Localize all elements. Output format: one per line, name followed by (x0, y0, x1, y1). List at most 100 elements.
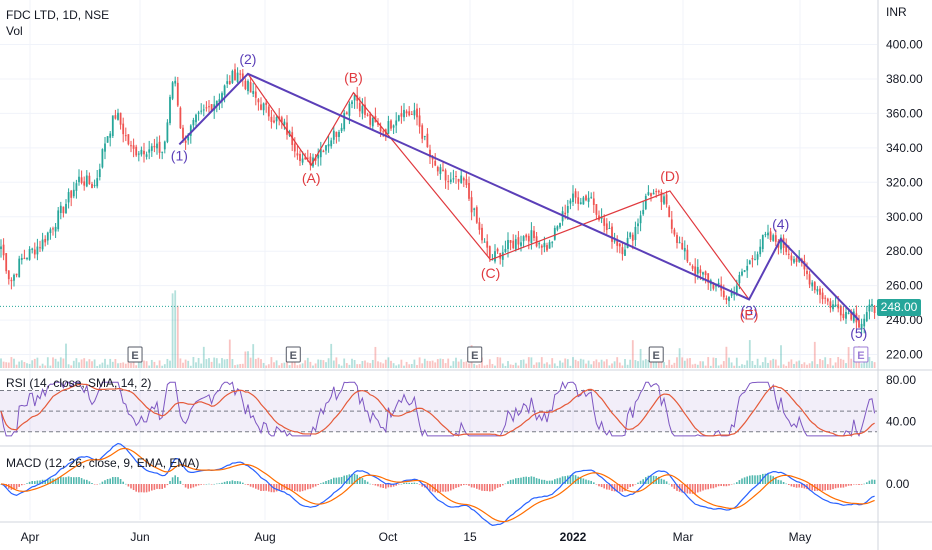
macd-histogram-bar (465, 484, 468, 485)
candle-body (228, 81, 231, 85)
candle-body (483, 241, 486, 243)
macd-histogram-bar (262, 484, 265, 491)
macd-histogram-bar (104, 480, 106, 484)
macd-histogram-bar (808, 484, 811, 491)
candle-body (75, 183, 78, 191)
candle-body (582, 197, 585, 205)
candle-body (236, 72, 239, 82)
candle-body (795, 258, 798, 263)
candle-body (559, 223, 561, 228)
candle-body (509, 240, 512, 243)
candle-body (556, 226, 559, 230)
volume-bar (592, 361, 595, 368)
volume-bar (158, 360, 161, 368)
candle-body (158, 141, 161, 153)
macd-histogram-bar (171, 477, 174, 484)
volume-bar (153, 361, 156, 368)
volume-bar (821, 360, 824, 368)
volume-bar (839, 358, 842, 368)
volume-bar (735, 357, 738, 368)
volume-bar (475, 365, 478, 368)
volume-bar (257, 357, 260, 368)
y-tick-label: 380.00 (886, 72, 923, 86)
volume-bar (785, 365, 788, 368)
candle-body (657, 190, 660, 193)
candle-body (31, 248, 34, 250)
macd-histogram-bar (413, 482, 416, 484)
volume-bar (816, 364, 819, 368)
volume-bar (33, 358, 36, 368)
volume-bars (0, 290, 876, 368)
macd-histogram-bar (281, 484, 283, 491)
volume-bar (72, 360, 75, 368)
macd-histogram-bar (429, 484, 431, 491)
macd-histogram-bar (112, 477, 114, 484)
macd-histogram-bar (795, 484, 798, 488)
candle-body (871, 304, 873, 307)
macd-histogram-bar (403, 482, 405, 484)
macd-histogram-bar (548, 480, 551, 484)
candle-body (345, 112, 348, 115)
macd-histogram-bar (117, 477, 119, 484)
volume-bar (145, 361, 148, 368)
volume-bar (767, 362, 769, 368)
volume-bar (501, 363, 504, 368)
volume-bar (413, 359, 416, 368)
volume-bar (616, 357, 619, 368)
candle-body (660, 191, 663, 203)
macd-histogram-bar (845, 484, 847, 487)
candle-body (2, 244, 5, 256)
macd-histogram-bar (650, 475, 652, 484)
currency-label: INR (886, 5, 907, 19)
candle-body (369, 113, 372, 125)
macd-histogram-bar (437, 484, 439, 493)
volume-bar (236, 364, 239, 368)
volume-bar (187, 360, 190, 368)
candle-body (821, 292, 824, 300)
candle-body (462, 178, 465, 181)
macd-histogram-bar (143, 484, 145, 493)
volume-bar (348, 364, 351, 368)
macd-histogram-bar (827, 484, 829, 490)
candle-body (756, 254, 759, 260)
macd-histogram-bar (710, 484, 712, 489)
volume-bar (127, 359, 130, 368)
macd-histogram-bar (697, 484, 699, 493)
candle-body (538, 243, 541, 245)
volume-bar (10, 357, 13, 368)
macd-histogram-bar (190, 484, 192, 489)
volume-bar (234, 365, 236, 368)
candle-body (533, 230, 535, 239)
candle-body (260, 104, 262, 110)
macd-histogram-bar (671, 484, 673, 487)
macd-histogram-bar (187, 484, 189, 489)
candle-body (639, 215, 642, 224)
macd-histogram-bar (301, 484, 304, 492)
volume-bar (88, 359, 91, 368)
symbol-title: FDC LTD, 1D, NSE (6, 8, 110, 22)
macd-histogram-bar (197, 484, 200, 486)
candle-body (590, 196, 593, 198)
volume-bar (444, 363, 447, 368)
y-tick-label: 320.00 (886, 175, 923, 189)
candle-body (343, 113, 346, 130)
macd-histogram-bar (335, 477, 338, 484)
y-tick-label: 360.00 (886, 106, 923, 120)
candle-body (548, 242, 551, 249)
volume-bar (579, 358, 582, 368)
macd-histogram-bar (585, 479, 587, 484)
volume-bar (585, 363, 587, 368)
volume-bar (299, 364, 301, 368)
x-tick-label: Jun (130, 530, 149, 544)
volume-bar (824, 357, 827, 368)
candle-body (860, 323, 863, 330)
macd-histogram-bar (247, 484, 249, 486)
macd-histogram-bar (626, 484, 629, 490)
candle-body (192, 119, 195, 126)
macd-histogram-bar (665, 481, 668, 484)
macd-histogram-bar (736, 482, 738, 484)
candle-body (868, 304, 871, 312)
candle-body (166, 122, 169, 142)
y-tick-label: 260.00 (886, 279, 923, 293)
